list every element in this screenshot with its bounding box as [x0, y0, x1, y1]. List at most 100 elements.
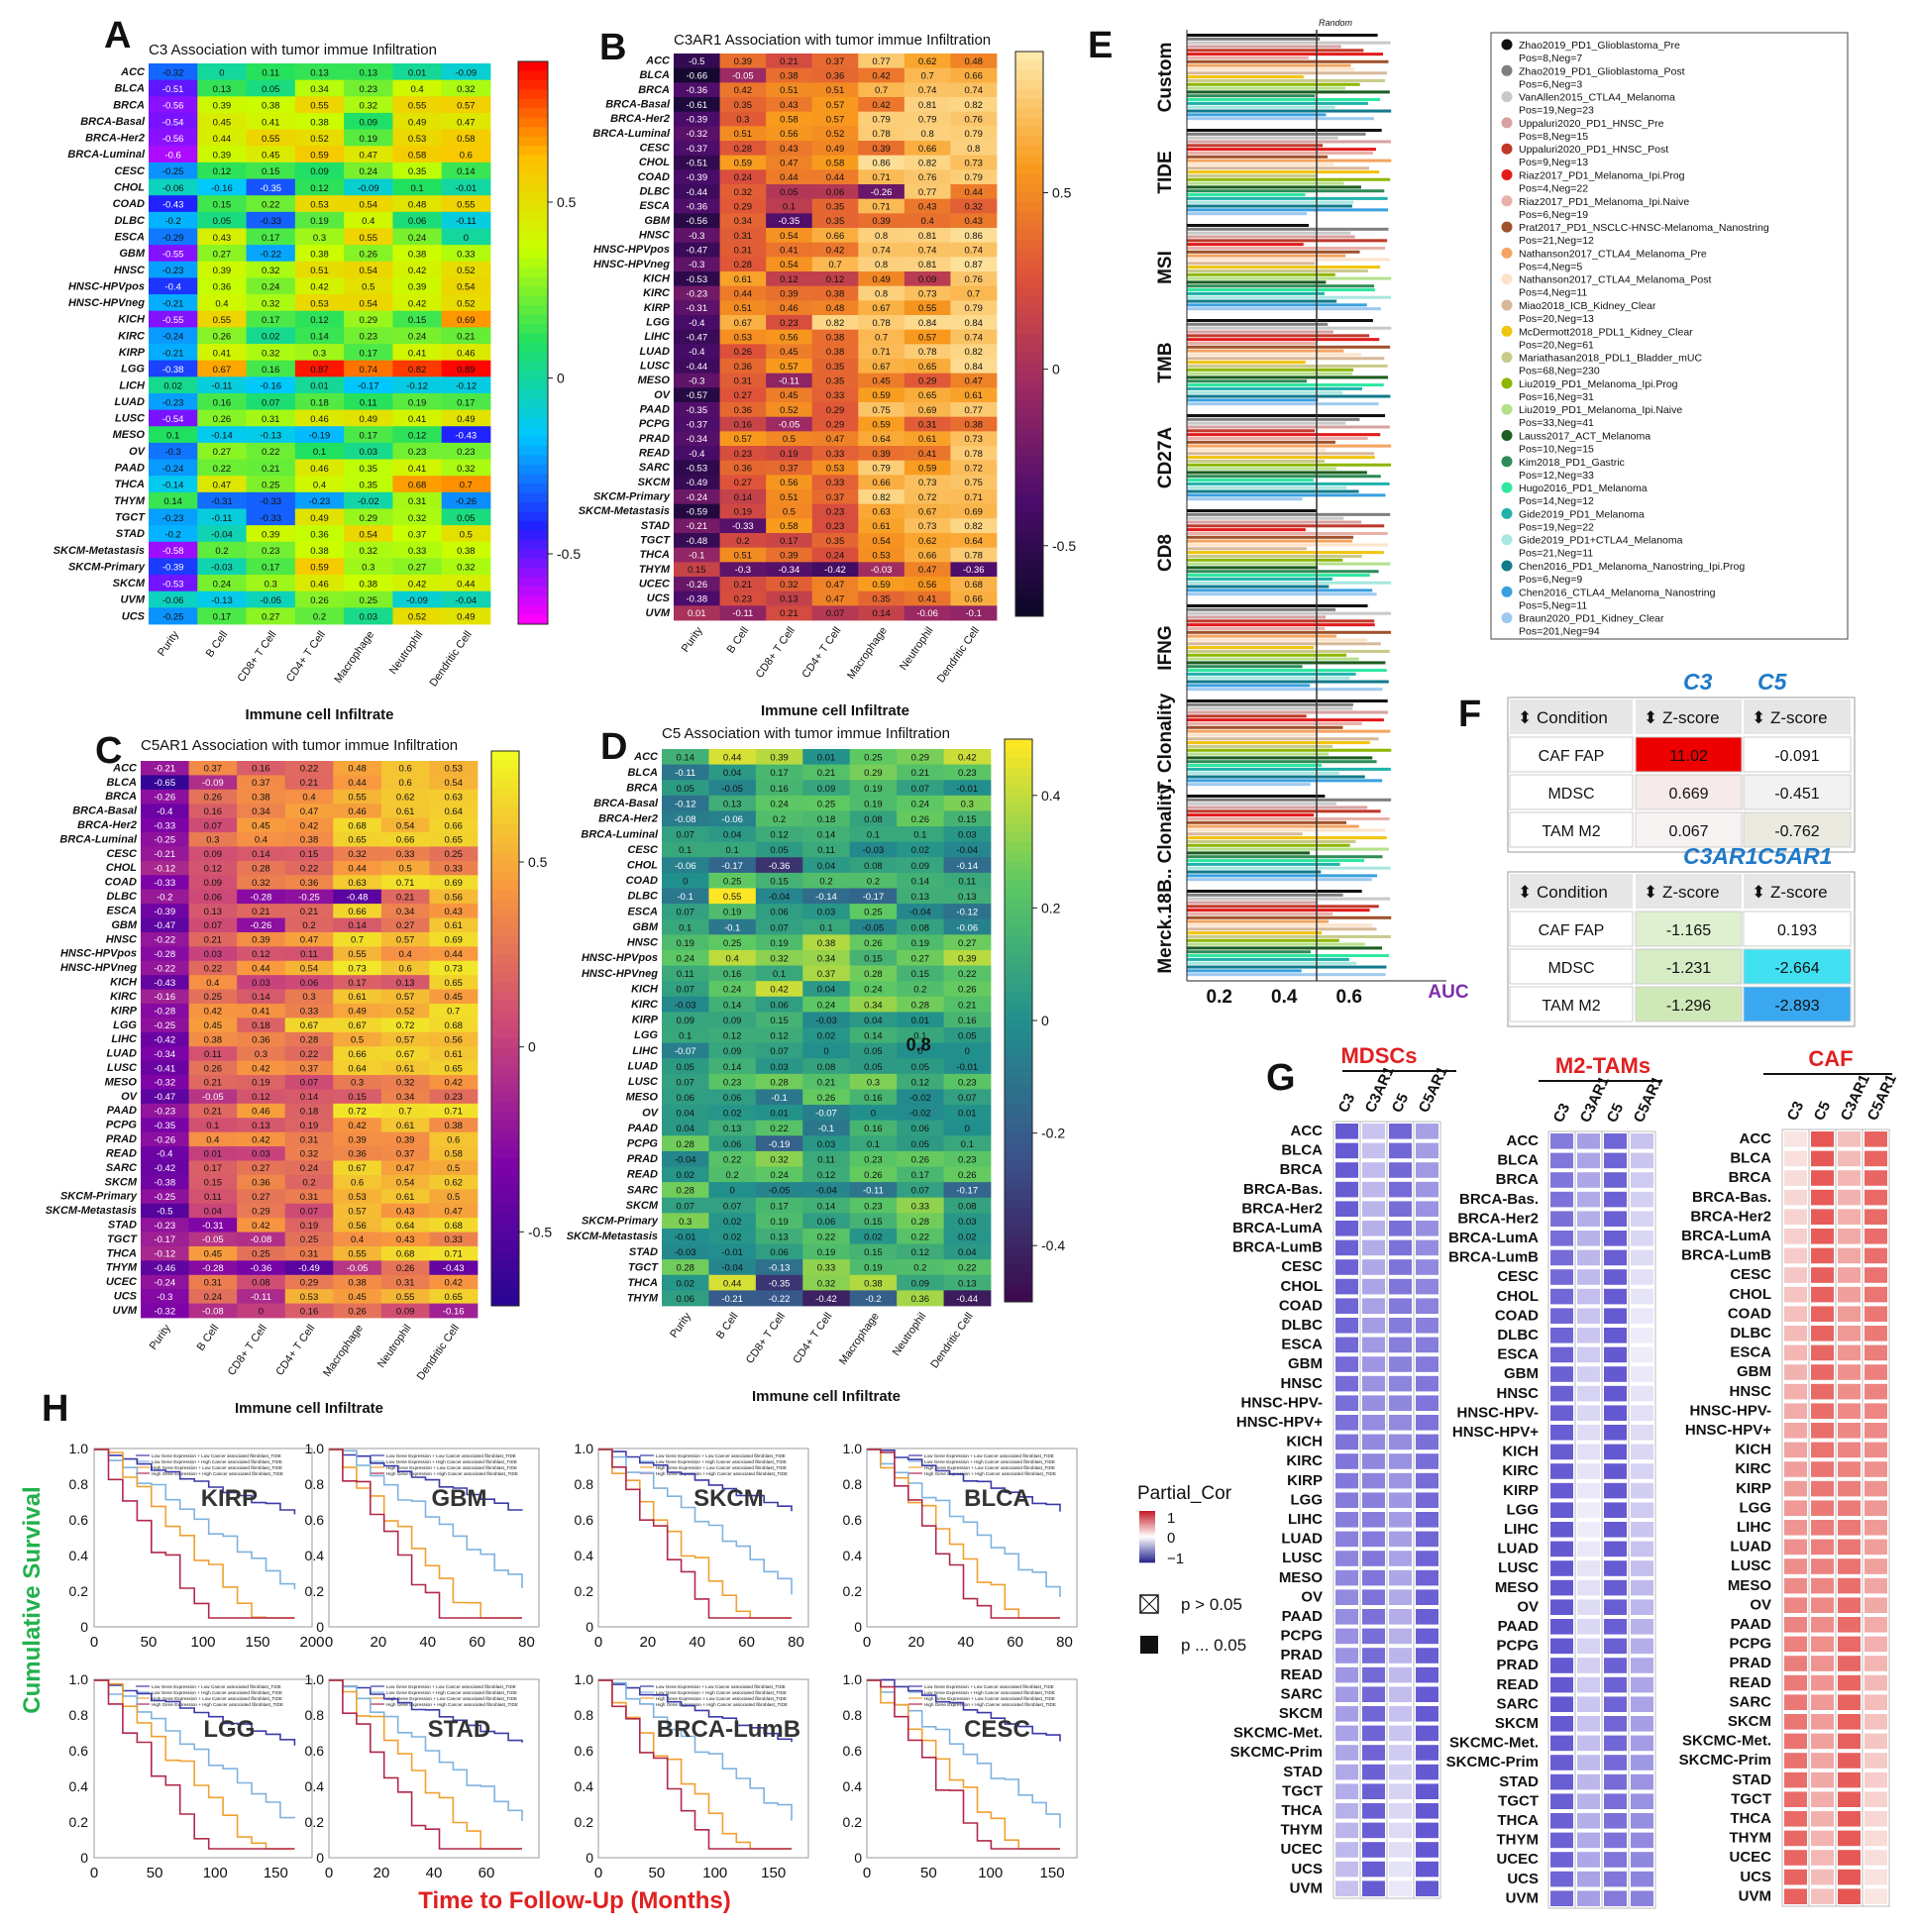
partial-cor-cell: [1416, 1124, 1438, 1139]
heatmap-cell: [197, 607, 247, 625]
row-label: BRCA-Basal: [593, 798, 659, 809]
heatmap-cell: [333, 1274, 382, 1290]
cell-value: 0.04: [723, 768, 742, 779]
column-frame: [1628, 1130, 1656, 1909]
heatmap-cell: [294, 195, 345, 213]
heatmap-cell: [755, 965, 803, 982]
heatmap-cell: [674, 359, 720, 375]
y-tick-label: 0.4: [843, 1548, 863, 1563]
cell-value: -0.56: [162, 101, 184, 112]
auc-bar: [1187, 752, 1330, 756]
colorbar-segment: [518, 286, 548, 297]
heatmap-cell: [708, 1166, 757, 1183]
partial-cor-cell: [1838, 1888, 1861, 1904]
colorbar-segment: [491, 899, 519, 910]
row-label: BRCA-LumB: [1232, 1239, 1323, 1256]
colorbar-segment: [1005, 1132, 1032, 1143]
heatmap-cell: [429, 1131, 479, 1147]
heatmap-cell: [943, 904, 992, 920]
heatmap-cell: [766, 184, 813, 200]
heatmap-cell: [197, 409, 247, 427]
heatmap-cell: [188, 975, 238, 990]
heatmap-cell: [755, 1166, 803, 1183]
row-label: BLCA: [114, 83, 145, 95]
cell-value: 0.14: [457, 166, 476, 177]
heatmap-cell: [897, 1089, 944, 1106]
row-label: CESC: [639, 143, 671, 155]
cell-value: 0.37: [204, 764, 223, 775]
partial-cor-cell: [1838, 1869, 1861, 1885]
partial-cor-cell: [1811, 1597, 1834, 1613]
row-label: UCS: [122, 610, 146, 622]
row-label: KIRP: [1503, 1482, 1539, 1499]
cell-value: -0.05: [202, 1092, 224, 1103]
heatmap-cell: [719, 257, 767, 272]
cell-value: 0.42: [252, 1221, 270, 1232]
cell-value: 0.13: [780, 594, 799, 605]
colorbar-segment: [1005, 1105, 1032, 1116]
survival-curve: [867, 1679, 1060, 1850]
heatmap-cell: [188, 1245, 238, 1261]
heatmap-cell: [755, 1089, 803, 1106]
heatmap-cell: [344, 558, 393, 576]
partial-cor-cell: [1864, 1888, 1887, 1904]
heatmap-cell: [674, 242, 720, 258]
row-label: MESO: [105, 1076, 138, 1088]
cell-value: 0.68: [348, 820, 367, 831]
cell-value: 0.57: [396, 935, 415, 946]
row-label: KICH: [643, 273, 671, 285]
cell-value: 0.47: [300, 935, 319, 946]
heatmap-cell: [429, 989, 479, 1005]
cell-value: 0.47: [360, 151, 378, 161]
survival-curve: [94, 1449, 296, 1515]
heatmap-cell: [719, 547, 767, 563]
partial-cor-cell: [1389, 1337, 1412, 1353]
heatmap-cell: [755, 810, 803, 827]
cell-value: 0.35: [826, 536, 845, 547]
heatmap-cell: [141, 860, 189, 876]
heatmap-cell: [380, 804, 430, 819]
partial-cor-cell: [1631, 1832, 1653, 1849]
heatmap-cell: [904, 198, 951, 214]
partial-cor-cell: [1838, 1733, 1861, 1750]
cell-value: 0.81: [918, 260, 937, 270]
row-label: ACC: [1291, 1123, 1324, 1139]
heatmap-cell: [719, 489, 767, 505]
auc-bar: [1187, 714, 1307, 718]
cell-value: 0.71: [872, 347, 891, 358]
partial-cor-cell: [1864, 1306, 1887, 1322]
colorbar-segment: [1015, 70, 1043, 80]
colorbar-segment: [1005, 1020, 1032, 1030]
heatmap-cell: [943, 749, 992, 766]
heatmap-cell: [344, 508, 393, 526]
heatmap-cell: [344, 277, 393, 295]
heatmap-cell: [943, 1166, 992, 1183]
heatmap-cell: [904, 155, 951, 170]
heatmap-cell: [237, 1274, 286, 1290]
cell-value: 0.8: [875, 260, 888, 270]
row-label: BRCA-Luminal: [592, 128, 671, 140]
row-label: UVM: [646, 607, 671, 619]
cell-value: -0.31: [686, 303, 707, 314]
column-label: CD8+ T Cell: [236, 629, 279, 685]
auc-bar: [1187, 75, 1304, 79]
row-label: BRCA-Luminal: [67, 149, 146, 161]
cell-value: 0.43: [780, 144, 799, 155]
heatmap-cell: [802, 965, 851, 982]
auc-bar: [1187, 421, 1346, 425]
cell-value: 0.65: [444, 978, 463, 989]
colorbar-segment: [1005, 748, 1032, 759]
cell-value: 0.41: [918, 449, 937, 460]
colorbar-segment: [1005, 1086, 1032, 1097]
heatmap-cell: [708, 780, 757, 797]
heatmap-cell: [849, 1259, 898, 1276]
heatmap-cell: [858, 503, 905, 519]
partial-cor-cell: [1362, 1201, 1385, 1217]
cell-value: 0.47: [826, 580, 845, 590]
cell-value: 0.08: [864, 861, 883, 872]
row-label: OV: [121, 1091, 139, 1103]
heatmap-cell: [344, 442, 393, 460]
auc-bar: [1187, 482, 1390, 485]
heatmap-cell: [897, 1259, 944, 1276]
header-cell: [1744, 874, 1851, 909]
